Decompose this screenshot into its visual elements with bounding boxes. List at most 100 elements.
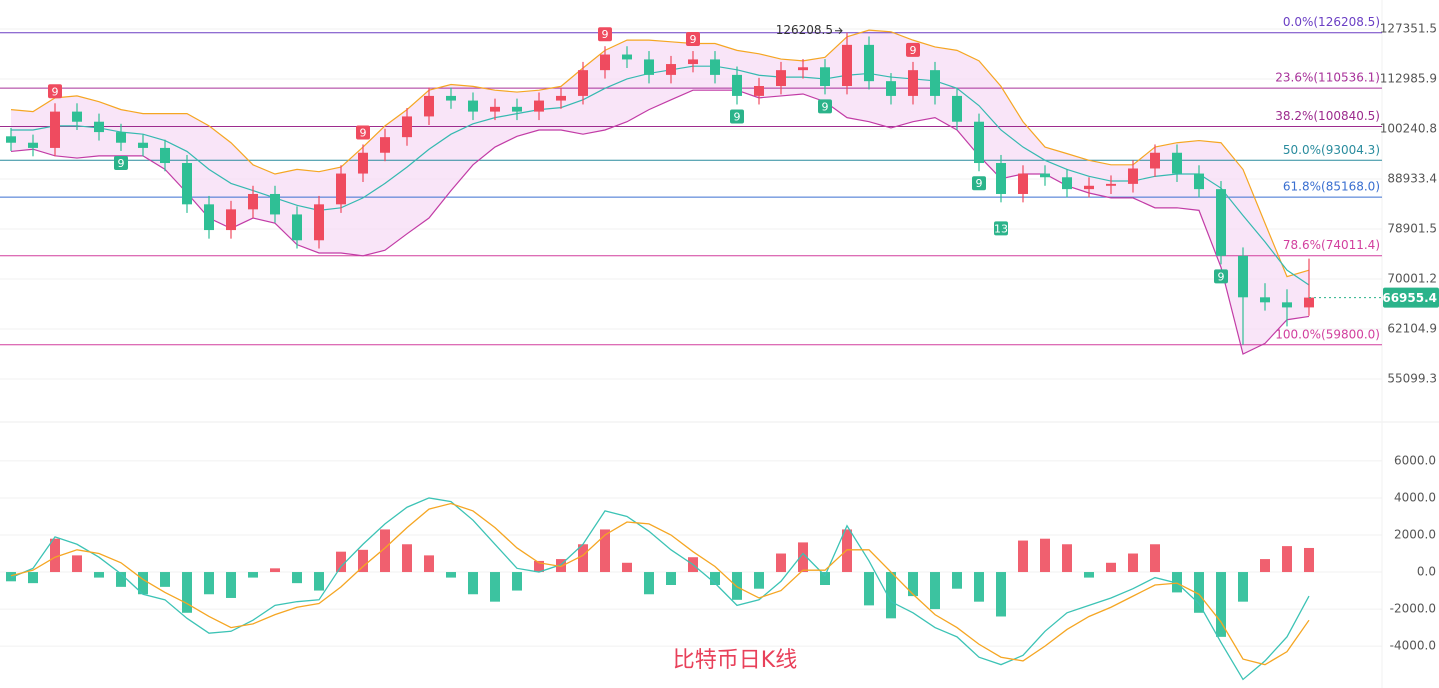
y-tick-label: 4000.0	[1394, 490, 1436, 504]
candle-body	[1260, 297, 1270, 303]
fib-label: 23.6%(110536.1)	[1275, 71, 1380, 85]
macd-bar	[820, 572, 830, 585]
td-label: 9	[602, 28, 609, 41]
bb-upper	[10, 29, 1310, 278]
candle-body	[468, 100, 478, 112]
candle-body	[1084, 185, 1094, 190]
candle-body	[666, 64, 676, 75]
td-label: 9	[690, 33, 697, 46]
candle-body	[644, 59, 654, 75]
bb-mid	[11, 65, 1310, 286]
macd-bar	[732, 572, 742, 600]
y-tick-label: -2000.0	[1390, 602, 1436, 616]
td-label: 9	[976, 177, 983, 190]
macd-bar	[204, 572, 214, 595]
macd-bar	[1040, 538, 1050, 573]
candle-body	[336, 173, 346, 205]
candle-body	[710, 59, 720, 75]
candle-body	[776, 70, 786, 87]
td-label: 9	[360, 126, 367, 139]
candle-body	[688, 59, 698, 65]
y-tick-label: 127351.5	[1380, 21, 1437, 35]
macd-bar	[930, 572, 940, 610]
td-mark	[972, 176, 986, 191]
candle-body	[270, 193, 280, 215]
macd-bar	[1172, 572, 1182, 593]
macd-bar	[842, 529, 852, 573]
macd-bar	[6, 572, 16, 582]
candle-body	[380, 137, 390, 153]
macd-bar	[1128, 553, 1138, 573]
candle-body	[160, 147, 170, 164]
macd-bar	[468, 572, 478, 595]
candle-body	[798, 67, 808, 71]
candle-body	[138, 142, 148, 148]
td-label: 13	[994, 222, 1008, 235]
high-label: 126208.5	[776, 23, 833, 37]
candle-body	[424, 95, 434, 117]
y-tick-label: 6000.0	[1394, 453, 1436, 467]
macd-bar	[666, 572, 676, 585]
candle-body	[314, 204, 324, 241]
candle-body	[1062, 177, 1072, 190]
candle-body	[446, 95, 456, 101]
chart-title: 比特币日K线	[673, 648, 797, 673]
y-tick-label: 62104.9	[1387, 322, 1437, 336]
macd-bar	[776, 553, 786, 573]
candle-body	[600, 54, 610, 71]
macd-bar	[600, 529, 610, 573]
macd-bar	[424, 555, 434, 573]
macd-bar	[534, 560, 544, 573]
macd-bar	[292, 572, 302, 584]
fib-label: 78.6%(74011.4)	[1283, 238, 1380, 252]
macd-bar	[248, 572, 258, 578]
price-tag-label: 66955.4	[1382, 291, 1437, 305]
td-mark	[686, 32, 700, 47]
td-label: 9	[118, 157, 125, 170]
candle-body	[864, 44, 874, 82]
candle-body	[116, 132, 126, 143]
candle-body	[622, 54, 632, 60]
candle-body	[1238, 255, 1248, 298]
macd-bar	[1084, 572, 1094, 578]
macd-bar	[50, 538, 60, 573]
td-mark	[906, 42, 920, 57]
td-mark	[598, 27, 612, 42]
candle-body	[1172, 152, 1182, 174]
td-mark	[730, 109, 744, 124]
candle-body	[974, 121, 984, 164]
td-mark	[1214, 269, 1228, 284]
td-label: 9	[822, 100, 829, 113]
candle-body	[1106, 183, 1116, 186]
macd-bar	[1062, 544, 1072, 573]
candle-body	[226, 209, 236, 231]
macd-bar	[996, 572, 1006, 617]
candle-body	[556, 95, 566, 101]
candle-body	[578, 70, 588, 96]
macd-bar	[622, 562, 632, 573]
candle-body	[402, 116, 412, 138]
macd-bar	[710, 572, 720, 585]
macd-bar	[952, 572, 962, 589]
macd-bar	[798, 542, 808, 573]
candle-body	[732, 74, 742, 96]
y-tick-label: 100240.8	[1380, 121, 1437, 135]
candle-body	[1040, 173, 1050, 178]
macd-bar	[28, 572, 38, 584]
candle-body	[1150, 152, 1160, 169]
macd-bar	[1216, 572, 1226, 637]
macd-bar	[1238, 572, 1248, 602]
candle-body	[72, 111, 82, 122]
candle-body	[1128, 168, 1138, 184]
candle-body	[248, 193, 258, 210]
macd-bar	[336, 551, 346, 573]
td-mark	[114, 155, 128, 170]
candle-body	[842, 44, 852, 87]
td-mark	[356, 125, 370, 140]
macd-bar	[182, 572, 192, 613]
fib-label: 100.0%(59800.0)	[1275, 327, 1380, 341]
macd-bar	[72, 555, 82, 573]
candle-body	[358, 152, 368, 174]
fib-label: 50.0%(93004.3)	[1283, 143, 1380, 157]
